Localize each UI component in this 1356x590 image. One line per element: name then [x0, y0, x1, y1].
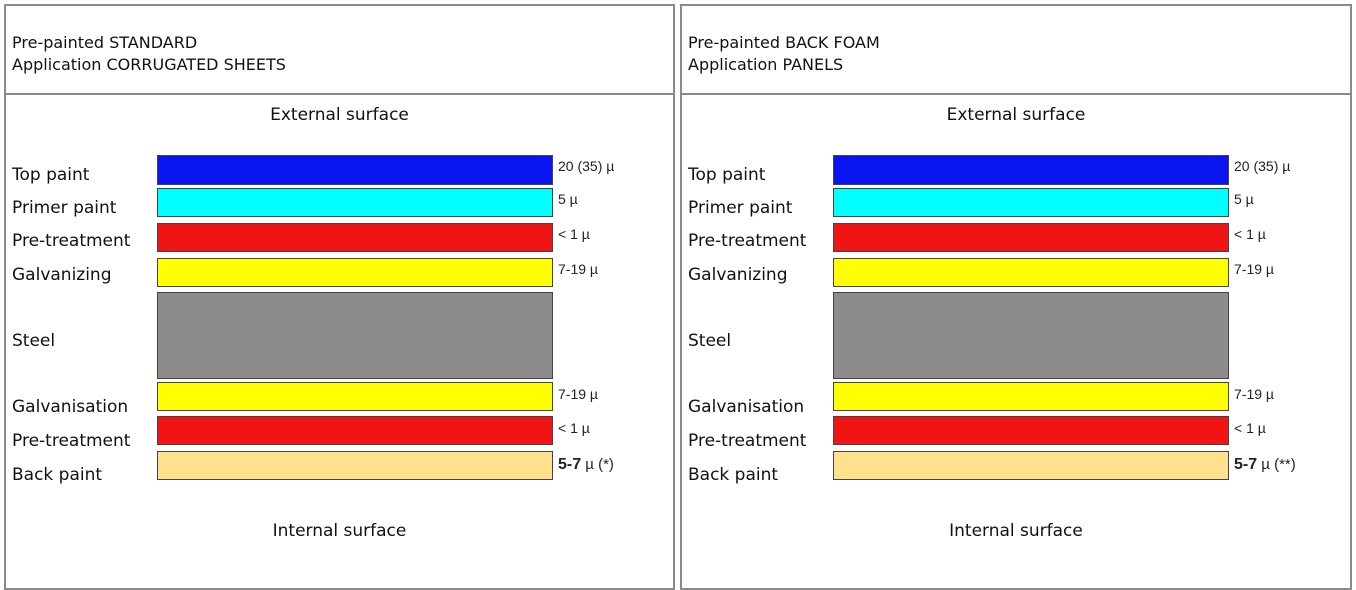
layer-label: Steel — [688, 331, 732, 351]
layer-bar — [157, 451, 553, 480]
layer-label: Pre-treatment — [688, 431, 807, 451]
layer-bar — [157, 382, 553, 411]
layer-bar — [833, 258, 1229, 287]
panel-standard: Pre-painted STANDARD Application CORRUGAT… — [4, 4, 675, 590]
thickness-note: µ (*) — [581, 456, 614, 473]
external-surface-label: External surface — [946, 105, 1086, 125]
layer-thickness: < 1 µ — [1234, 226, 1266, 242]
layer-bar — [833, 382, 1229, 411]
layer-label: Pre-treatment — [12, 231, 131, 251]
layer-bar — [157, 155, 553, 185]
layer-thickness: < 1 µ — [558, 420, 590, 436]
external-surface-label: External surface — [270, 105, 409, 125]
thickness-note: µ (**) — [1257, 456, 1296, 473]
layer-bar — [157, 416, 553, 445]
layer-thickness: 7-19 µ — [1234, 386, 1274, 402]
layer-label: Pre-treatment — [12, 431, 131, 451]
layer-bar — [833, 188, 1229, 217]
layer-label: Top paint — [688, 165, 766, 185]
layer-thickness: 7-19 µ — [558, 261, 598, 277]
layer-bar — [833, 155, 1229, 185]
layer-label: Primer paint — [688, 198, 793, 218]
layer-label: Top paint — [12, 165, 90, 185]
layer-label: Steel — [12, 331, 56, 351]
layer-label: Galvanizing — [688, 265, 788, 285]
layer-label: Galvanizing — [12, 265, 112, 285]
layer-bar — [833, 416, 1229, 445]
layer-thickness: 7-19 µ — [558, 386, 598, 402]
thickness-value: 5-7 — [558, 456, 582, 473]
layer-label: Pre-treatment — [688, 231, 807, 251]
internal-surface-label: Internal surface — [949, 521, 1083, 541]
panel-header: Pre-painted BACK FOAM Application PANELS — [682, 6, 1350, 95]
internal-surface-label: Internal surface — [272, 521, 407, 541]
layer-thickness: 20 (35) µ — [558, 158, 615, 174]
layer-bar — [157, 188, 553, 217]
layer-label: Back paint — [12, 465, 103, 485]
layer-label: Back paint — [688, 465, 779, 485]
layer-thickness: 5 µ — [558, 191, 578, 207]
thickness-value: 5-7 — [1234, 456, 1258, 473]
layer-label: Galvanisation — [688, 397, 805, 417]
header-application: Application CORRUGATED SHEETS — [12, 55, 286, 74]
layer-thickness: < 1 µ — [1234, 420, 1266, 436]
header-product: Pre-painted STANDARD — [12, 33, 198, 52]
layer-bar — [833, 451, 1229, 480]
layer-thickness: < 1 µ — [558, 226, 590, 242]
layer-thickness: 7-19 µ — [1234, 261, 1274, 277]
layer-label: Primer paint — [12, 198, 117, 218]
layer-bar — [157, 292, 553, 379]
layer-thickness: 5-7 µ (*) — [558, 455, 614, 474]
header-application: Application PANELS — [688, 55, 844, 74]
header-product: Pre-painted BACK FOAM — [688, 33, 880, 52]
panel-back-foam: Pre-painted BACK FOAM Application PANELS E… — [680, 4, 1352, 590]
layer-thickness: 5-7 µ (**) — [1234, 455, 1296, 474]
layer-bar — [833, 223, 1229, 252]
layer-bar — [157, 258, 553, 287]
panel-header: Pre-painted STANDARD Application CORRUGAT… — [6, 6, 673, 95]
layer-label: Galvanisation — [12, 397, 129, 417]
layer-bar — [833, 292, 1229, 379]
layer-thickness: 5 µ — [1234, 191, 1254, 207]
layer-thickness: 20 (35) µ — [1234, 158, 1291, 174]
layer-bar — [157, 223, 553, 252]
